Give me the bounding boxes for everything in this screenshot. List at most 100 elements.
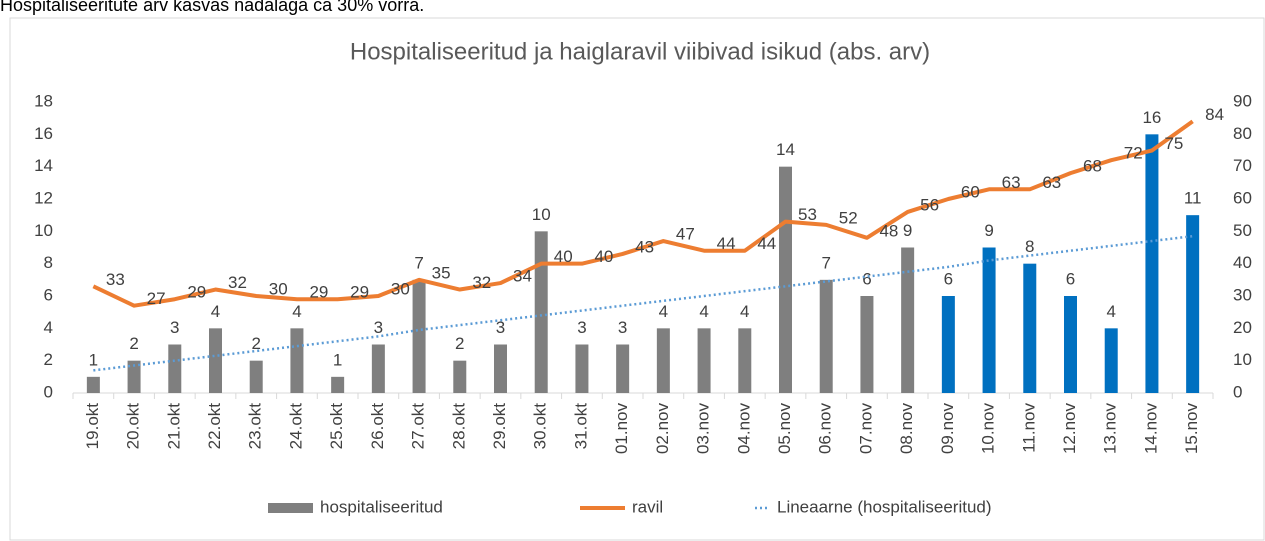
bar	[860, 296, 874, 393]
x-tick-label: 28.okt	[449, 403, 468, 450]
chart-title: Hospitaliseeritud ja haiglaravil viibiva…	[350, 38, 930, 65]
bar	[819, 279, 833, 393]
data-label: 1	[333, 350, 342, 369]
x-tick-label: 11.nov	[1019, 403, 1038, 453]
bar	[697, 328, 711, 393]
data-label: 60	[961, 182, 980, 201]
data-label: 68	[1083, 157, 1102, 176]
data-label: 2	[251, 334, 260, 353]
data-label: 3	[170, 318, 179, 337]
bar	[168, 344, 182, 393]
bar	[982, 247, 996, 393]
bar	[1104, 328, 1118, 393]
x-tick-label: 20.okt	[124, 403, 143, 450]
bar	[412, 279, 426, 393]
data-label: 84	[1205, 105, 1224, 124]
y2-tick-label: 0	[1233, 382, 1242, 401]
data-label: 3	[496, 318, 505, 337]
data-label: 2	[455, 334, 464, 353]
legend-label: ravil	[632, 497, 663, 516]
bar	[209, 328, 222, 393]
x-tick-label: 10.nov	[979, 403, 998, 455]
data-label: 4	[1106, 302, 1115, 321]
data-label: 47	[676, 225, 695, 244]
y2-tick-label: 20	[1233, 318, 1252, 337]
data-label: 6	[944, 269, 953, 288]
chart-frame	[9, 17, 1265, 541]
y2-tick-label: 50	[1233, 221, 1252, 240]
data-label: 72	[1124, 144, 1143, 163]
header-text: Hospitaliseeritute arv kasvas nädalaga c…	[0, 0, 424, 15]
y2-tick-label: 90	[1233, 91, 1252, 110]
bar	[901, 247, 915, 393]
x-tick-label: 26.okt	[368, 403, 387, 450]
data-label: 56	[920, 195, 939, 214]
y2-tick-label: 70	[1233, 156, 1252, 175]
data-label: 6	[862, 269, 871, 288]
data-label: 10	[532, 205, 551, 224]
data-label: 11	[1184, 189, 1202, 208]
data-label: 8	[1025, 237, 1034, 256]
data-label: 63	[1042, 173, 1061, 192]
data-label: 35	[432, 263, 451, 282]
data-label: 32	[472, 273, 491, 292]
data-label: 43	[635, 237, 654, 256]
data-label: 27	[147, 289, 166, 308]
legend-swatch	[268, 503, 313, 513]
bar	[127, 360, 141, 393]
data-label: 4	[211, 302, 220, 321]
data-label: 6	[1066, 269, 1075, 288]
y2-tick-label: 80	[1233, 124, 1252, 143]
data-label: 29	[187, 283, 206, 302]
x-tick-label: 22.okt	[205, 403, 224, 450]
data-label: 3	[618, 318, 627, 337]
data-label: 9	[984, 221, 993, 240]
x-tick-label: 09.nov	[938, 403, 957, 455]
x-tick-label: 04.nov	[734, 403, 753, 455]
x-tick-label: 24.okt	[286, 403, 305, 450]
data-label: 40	[554, 247, 573, 266]
x-tick-label: 08.nov	[897, 403, 916, 455]
y2-tick-label: 40	[1233, 253, 1252, 272]
x-tick-label: 19.okt	[83, 403, 102, 450]
y-tick-label: 6	[44, 285, 53, 304]
x-tick-label: 13.nov	[1101, 403, 1120, 455]
data-label: 2	[129, 334, 138, 353]
data-label: 52	[839, 208, 858, 227]
bar	[534, 231, 548, 393]
data-label: 7	[821, 253, 830, 272]
x-tick-label: 27.okt	[409, 403, 428, 450]
bar	[1023, 263, 1037, 393]
data-label: 30	[269, 279, 288, 298]
y-tick-label: 12	[34, 188, 53, 207]
data-label: 4	[699, 302, 708, 321]
line	[92, 119, 1194, 308]
bar	[1186, 215, 1200, 393]
bar	[494, 344, 507, 393]
y-tick-label: 0	[44, 382, 53, 401]
x-tick-label: 12.nov	[1060, 403, 1079, 455]
data-label: 3	[577, 318, 586, 337]
bar	[86, 376, 100, 393]
data-label: 33	[106, 270, 125, 289]
data-label: 4	[740, 302, 749, 321]
data-label: 14	[776, 140, 795, 159]
bar	[371, 344, 385, 393]
data-label: 48	[879, 221, 898, 240]
x-tick-label: 03.nov	[694, 403, 713, 455]
legend-label: Lineaarne (hospitaliseeritud)	[777, 497, 992, 516]
y2-tick-label: 30	[1233, 285, 1252, 304]
x-tick-label: 30.okt	[531, 403, 550, 450]
legend-label: hospitaliseeritud	[320, 497, 443, 516]
x-tick-label: 23.okt	[246, 403, 265, 450]
bar	[616, 344, 630, 393]
data-label: 75	[1164, 134, 1183, 153]
data-label: 44	[717, 234, 736, 253]
x-tick-label: 31.okt	[571, 403, 590, 450]
bar	[249, 360, 263, 393]
y-tick-label: 18	[34, 91, 53, 110]
x-tick-label: 01.nov	[612, 403, 631, 455]
bar	[779, 166, 792, 393]
data-label: 7	[414, 253, 423, 272]
y-tick-label: 4	[44, 318, 53, 337]
